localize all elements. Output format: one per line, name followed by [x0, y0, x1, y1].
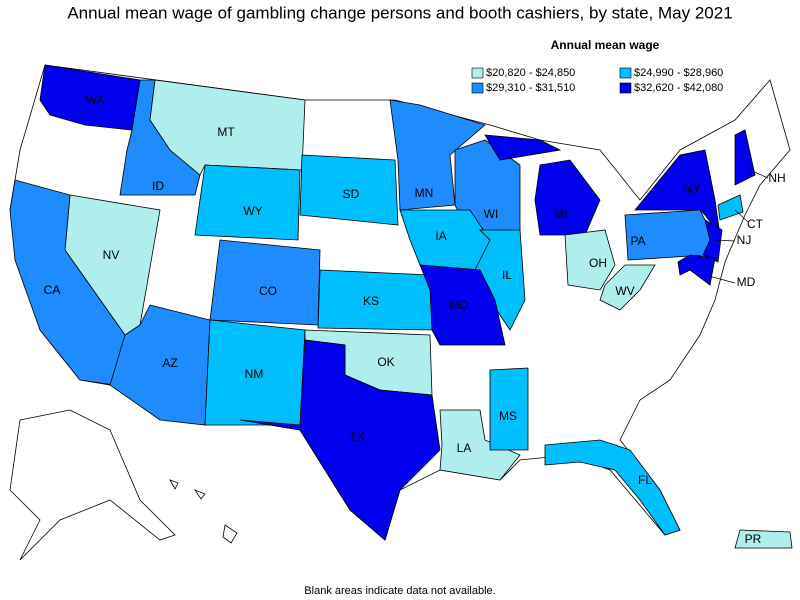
- leader-line: [734, 209, 749, 223]
- state-label: LA: [457, 441, 472, 455]
- state: [9, 179, 126, 386]
- leader-line: [704, 274, 736, 284]
- state: [239, 339, 441, 541]
- state: [599, 264, 656, 311]
- state: [209, 239, 321, 326]
- state-label: CO: [259, 284, 277, 298]
- state-label: KS: [363, 294, 379, 308]
- state-label: MO: [449, 298, 468, 312]
- state-label: IL: [502, 268, 512, 282]
- legend-label: $24,990 - $28,960: [634, 67, 723, 79]
- legend-swatch: [471, 82, 484, 94]
- state: [439, 409, 521, 481]
- state-label: NJ: [737, 233, 752, 247]
- legend-swatch: [471, 67, 484, 79]
- state-label: NY: [684, 182, 701, 196]
- state-label: MT: [217, 125, 235, 139]
- state-label: NM: [245, 367, 264, 381]
- state: [734, 129, 756, 186]
- state-label: NV: [103, 248, 120, 262]
- state: [634, 149, 721, 236]
- state-label: MD: [737, 275, 756, 289]
- state-label: SD: [343, 187, 360, 201]
- state-label: MS: [499, 409, 517, 423]
- state: [564, 229, 616, 291]
- state-label: TX: [349, 430, 364, 444]
- state-label: WI: [484, 207, 499, 221]
- legend-label: $32,620 - $42,080: [634, 82, 723, 94]
- state-label: NH: [768, 171, 785, 185]
- state: [389, 99, 486, 211]
- state-label: CA: [44, 283, 61, 297]
- state-label: MN: [415, 186, 434, 200]
- legend-label: $20,820 - $24,850: [486, 67, 575, 79]
- footnote: Blank areas indicate data not available.: [304, 585, 495, 597]
- state-label: PR: [745, 532, 762, 546]
- state: [149, 79, 306, 176]
- legend-swatch: [619, 82, 632, 94]
- state-label: CT: [747, 217, 764, 231]
- legend-label: $29,310 - $31,510: [486, 82, 575, 94]
- state-label: WY: [243, 204, 262, 218]
- state: [489, 367, 529, 451]
- state: [677, 254, 716, 286]
- title: Annual mean wage of gambling change pers…: [67, 3, 732, 22]
- state: [717, 194, 744, 221]
- state-label: FL: [638, 473, 652, 487]
- state-label: PA: [630, 234, 645, 248]
- state-label: IA: [435, 229, 446, 243]
- state: [194, 164, 301, 241]
- state-label: ID: [152, 179, 164, 193]
- state: [299, 154, 399, 226]
- state-label: OK: [377, 355, 394, 369]
- leader-line: [749, 169, 769, 179]
- leader-line: [714, 239, 736, 242]
- state-label: WV: [615, 284, 634, 298]
- state-label: OH: [589, 256, 607, 270]
- legend-swatch: [619, 67, 632, 79]
- state: [734, 529, 793, 549]
- state-label: WA: [86, 93, 105, 107]
- state: [474, 229, 526, 331]
- state: [544, 439, 681, 536]
- state: [419, 264, 506, 346]
- legend-title: Annual mean wage: [551, 38, 660, 52]
- state-label: MI: [554, 207, 567, 221]
- state-label: AZ: [162, 356, 177, 370]
